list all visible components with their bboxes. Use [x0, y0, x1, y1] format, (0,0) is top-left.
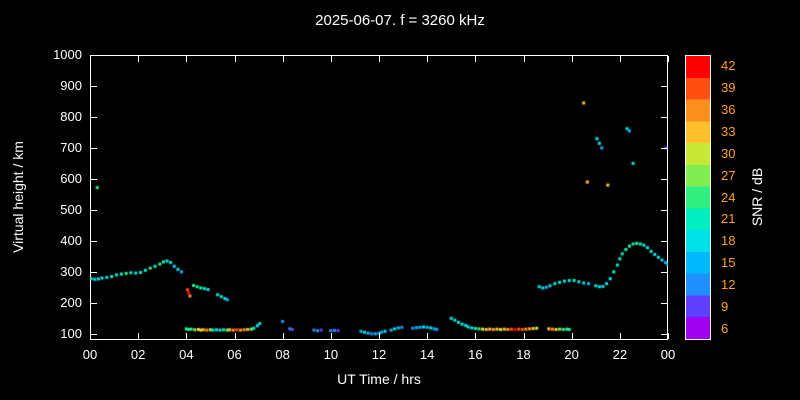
colorbar-tick-label: 27	[721, 167, 736, 183]
x-tick-mark	[571, 333, 573, 339]
y-tick-mark	[91, 240, 97, 242]
y-tick-mark	[91, 85, 97, 87]
y-tick-mark	[91, 147, 97, 149]
x-tick-mark	[90, 333, 91, 339]
colorbar-tick-label: 21	[721, 211, 736, 227]
x-tick-label: 00	[82, 347, 98, 362]
x-tick-label: 14	[419, 347, 435, 362]
y-tick-mark	[661, 240, 667, 242]
y-tick-label: 500	[60, 201, 82, 217]
y-tick-mark	[661, 333, 667, 335]
y-tick-mark	[661, 271, 667, 273]
x-tick-mark	[475, 333, 477, 339]
x-tick-mark	[619, 56, 621, 62]
colorbar-tick-label: 24	[721, 189, 736, 205]
x-tick-label: 16	[468, 347, 483, 362]
x-tick-mark	[523, 333, 525, 339]
colorbar-tick-label: 9	[721, 299, 729, 315]
x-tick-mark	[186, 333, 188, 339]
y-tick-label: 600	[60, 170, 82, 186]
colorbar-tick-label: 36	[721, 101, 736, 117]
x-tick-mark	[282, 56, 284, 62]
x-tick-mark	[571, 56, 573, 62]
y-tick-mark	[91, 178, 97, 180]
y-tick-label: 400	[60, 232, 82, 248]
y-tick-label: 900	[60, 77, 82, 93]
snr-colorbar	[685, 55, 711, 340]
y-tick-label: 1000	[53, 47, 82, 62]
x-tick-mark	[379, 333, 380, 339]
x-tick-mark	[523, 56, 525, 62]
y-tick-label: 800	[60, 108, 82, 124]
x-tick-label: 22	[612, 347, 628, 362]
x-tick-label: 02	[130, 347, 146, 362]
y-tick-mark	[661, 302, 667, 304]
x-tick-mark	[138, 333, 140, 339]
colorbar-tick-label: 18	[721, 233, 736, 249]
x-tick-mark	[668, 333, 669, 339]
y-tick-label: 100	[60, 325, 82, 341]
x-tick-label: 00	[660, 347, 676, 362]
colorbar-tick-label: 6	[721, 321, 729, 337]
x-tick-mark	[234, 56, 236, 62]
y-tick-mark	[661, 147, 667, 149]
y-tick-mark	[91, 209, 97, 211]
colorbar-label: SNR / dB	[749, 167, 765, 227]
y-tick-mark	[661, 209, 667, 211]
x-tick-label: 04	[179, 347, 194, 362]
x-axis-label: UT Time / hrs	[337, 371, 421, 387]
y-tick-mark	[91, 302, 97, 304]
y-tick-label: 200	[60, 294, 82, 310]
x-tick-mark	[379, 56, 380, 62]
y-tick-mark	[661, 85, 667, 87]
x-tick-label: 18	[516, 347, 531, 362]
x-tick-mark	[330, 333, 332, 339]
scatter-points-canvas	[90, 55, 668, 340]
x-tick-mark	[282, 333, 284, 339]
x-tick-label: 12	[371, 347, 387, 362]
x-tick-mark	[427, 56, 429, 62]
y-tick-label: 700	[60, 139, 82, 155]
colorbar-tick-label: 12	[721, 277, 736, 293]
x-tick-mark	[90, 56, 91, 62]
x-tick-mark	[668, 56, 669, 62]
colorbar-tick-label: 30	[721, 145, 736, 161]
x-tick-mark	[186, 56, 188, 62]
y-tick-mark	[661, 116, 667, 118]
x-tick-mark	[330, 56, 332, 62]
x-tick-mark	[619, 333, 621, 339]
y-tick-mark	[661, 178, 667, 180]
colorbar-tick-label: 15	[721, 255, 736, 271]
x-tick-mark	[138, 56, 140, 62]
y-tick-label: 300	[60, 263, 82, 279]
colorbar-tick-label: 39	[721, 79, 736, 95]
y-tick-mark	[91, 55, 97, 56]
colorbar-tick-label: 42	[721, 57, 736, 73]
x-tick-label: 20	[564, 347, 579, 362]
y-tick-mark	[91, 333, 97, 335]
y-tick-mark	[91, 271, 97, 273]
chart-title: 2025-06-07. f = 3260 kHz	[315, 12, 485, 29]
y-tick-mark	[661, 55, 667, 56]
x-tick-label: 08	[275, 347, 290, 362]
x-tick-mark	[475, 56, 477, 62]
x-tick-label: 06	[227, 347, 242, 362]
x-tick-mark	[427, 333, 429, 339]
x-tick-label: 10	[323, 347, 339, 362]
x-tick-mark	[234, 333, 236, 339]
y-tick-mark	[91, 116, 97, 118]
colorbar-tick-label: 33	[721, 123, 736, 139]
y-axis-label: Virtual height / km	[10, 141, 26, 253]
